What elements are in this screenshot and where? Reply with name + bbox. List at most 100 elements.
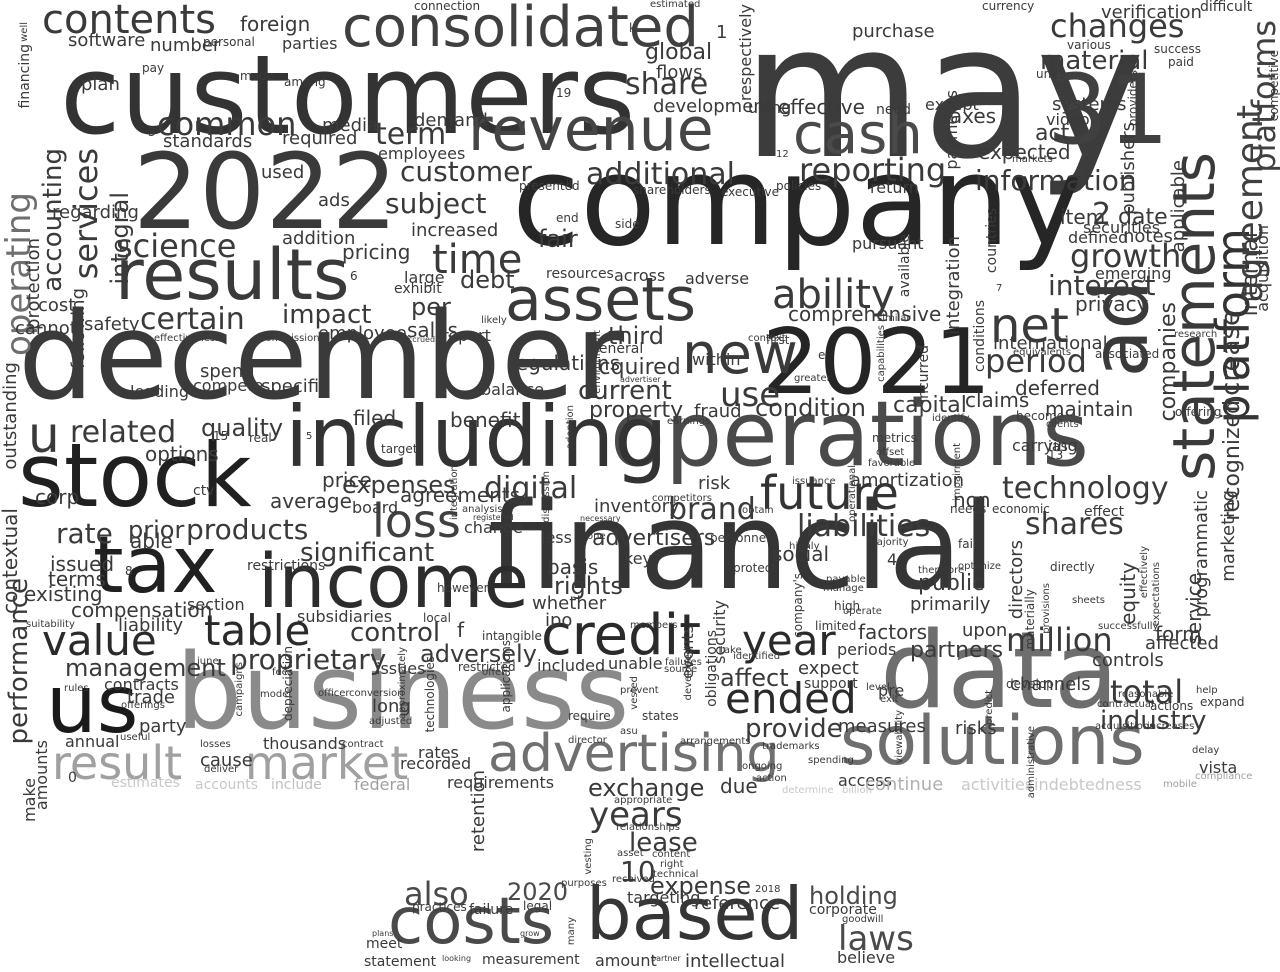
cloud-word-annual: annual [65, 732, 120, 751]
cloud-word-social: social [772, 542, 830, 566]
cloud-word-debt: debt [460, 266, 515, 294]
cloud-word-favorable: favorable [868, 458, 916, 469]
cloud-word-context: context [748, 333, 786, 344]
cloud-word-officer: officer [318, 688, 350, 699]
cloud-word-claims: claims [965, 388, 1030, 412]
cloud-word-include: include [271, 777, 322, 793]
cloud-word-vista: vista [1199, 758, 1238, 777]
cloud-word-sheets: sheets [1072, 595, 1105, 606]
cloud-word-likely: likely [481, 315, 507, 326]
cloud-word-liabilities: liabilities [797, 509, 931, 544]
cloud-word-used: used [261, 162, 305, 183]
cloud-word-employees: employees [378, 144, 466, 163]
cloud-word-capital: capital [893, 393, 967, 418]
cloud-word-cash: cash [793, 102, 923, 167]
cloud-word-ias: ias [1048, 439, 1068, 455]
cloud-word-return: return [870, 178, 919, 197]
cloud-word-agreements: agreements [400, 483, 521, 507]
cloud-word-general: general [590, 341, 644, 357]
cloud-word-approximately: approximately [397, 647, 408, 719]
cloud-word-notes: notes [1123, 226, 1173, 247]
cloud-word-2021: 2021 [762, 310, 992, 415]
cloud-word-currency: currency [982, 0, 1035, 13]
cloud-word-common: common [157, 105, 297, 143]
cloud-word-difficult: difficult [1200, 0, 1253, 15]
cloud-word-purposes: purposes [561, 878, 607, 889]
cloud-word-result: result [52, 736, 183, 790]
cloud-word-fail: fail [958, 537, 977, 551]
cloud-word-contextual: contextual [0, 508, 22, 614]
cloud-word-adoption: adoption [565, 405, 576, 450]
cloud-word-financing: financing [17, 44, 33, 109]
cloud-word-targeting: targeting [627, 888, 701, 907]
cloud-word-technology: technology [1002, 471, 1169, 506]
cloud-word-number: number [150, 35, 221, 56]
cloud-word-public: public [918, 571, 985, 596]
cloud-word-corporate: corporate [809, 902, 877, 918]
cloud-word-pricing: pricing [342, 240, 411, 264]
cloud-word-thousands: thousands [263, 734, 347, 753]
cloud-word-tax: tax [93, 521, 218, 611]
cloud-word-securities: securities [1083, 218, 1161, 237]
cloud-word-share: share [625, 67, 709, 102]
cloud-word-flows: flows [656, 62, 703, 83]
cloud-word-regulations: regulations [508, 351, 621, 375]
cloud-word-period: period [985, 342, 1087, 380]
cloud-word-million: million [1006, 621, 1113, 659]
cloud-word-time: time [432, 237, 523, 283]
cloud-word-fair: fair [538, 225, 578, 253]
cloud-word-ii: ii [566, 177, 572, 188]
cloud-word-software: software [68, 30, 146, 51]
cloud-word-act: act [1035, 121, 1070, 146]
cloud-word-contract: contract [342, 739, 384, 750]
cloud-word-international: international [993, 333, 1108, 354]
cloud-word-reporting: reporting [799, 151, 947, 189]
cloud-word-deferred: deferred [1015, 376, 1100, 400]
cloud-word-6: 6 [350, 269, 358, 283]
cloud-word-19: 19 [556, 86, 572, 100]
cloud-word-provide: provide [745, 714, 843, 744]
cloud-word-one: one [587, 531, 606, 542]
cloud-word-item: item [1060, 205, 1106, 229]
cloud-word-data: data [880, 609, 1119, 732]
cloud-word-failures: failures [665, 657, 702, 668]
cloud-word-using: using [748, 98, 792, 117]
cloud-word-large: large [404, 268, 445, 287]
cloud-word-4: 4 [887, 550, 898, 569]
cloud-word-accrued: accrued [403, 335, 436, 344]
cloud-word-price: price [322, 468, 372, 492]
cloud-word-additional: additional [586, 157, 735, 192]
cloud-word-activities: activities [961, 775, 1034, 794]
cloud-word-statement: statement [364, 954, 437, 970]
cloud-word-within: within [692, 350, 741, 369]
cloud-word-estimated: estimated [650, 0, 701, 10]
cloud-word-need: need [876, 102, 911, 118]
cloud-word-offerings: offerings [121, 700, 165, 711]
cloud-word-identified: identified [733, 651, 781, 662]
cloud-word-increases: increases [1147, 721, 1195, 732]
cloud-word-continue: continue [865, 774, 944, 795]
cloud-word-year: year [742, 616, 836, 665]
cloud-word-regarding: regarding [52, 202, 139, 223]
cloud-word-fees: fees [272, 667, 294, 678]
cloud-word-current: current [578, 376, 672, 406]
cloud-word-proprietary: proprietary [230, 643, 387, 676]
cloud-word-limited: limited [815, 619, 857, 633]
cloud-word-operate: operate [843, 606, 882, 617]
cloud-word-assets: assets [505, 265, 696, 335]
cloud-word-payable: payable [826, 574, 866, 585]
cloud-word-compensation: compensation [71, 598, 213, 622]
cloud-word-terms: terms [48, 567, 106, 591]
cloud-word-upon: upon [962, 620, 1008, 641]
cloud-word-adversely: adversely [420, 640, 537, 668]
cloud-word-value: value [42, 616, 157, 665]
cloud-word-income: income [258, 539, 530, 625]
cloud-word-effectiveness: effectiveness [154, 333, 221, 344]
cloud-word-term: term [375, 117, 447, 152]
cloud-word-pay: pay [142, 61, 165, 75]
cloud-word-connection: connection [414, 0, 481, 13]
cloud-word-31: 31 [1047, 54, 1170, 166]
cloud-word-table: table [204, 606, 311, 655]
cloud-word-us: us [46, 658, 139, 751]
